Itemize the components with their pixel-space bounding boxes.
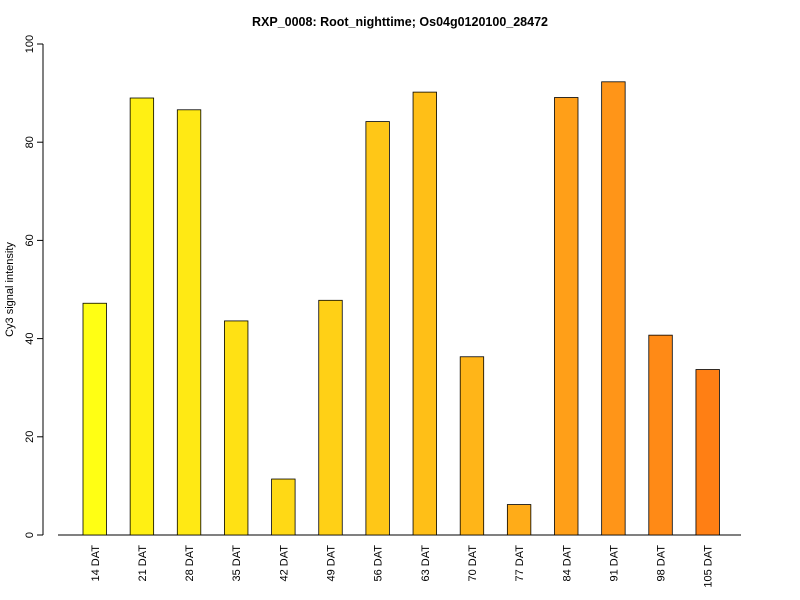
y-tick-label: 100: [24, 35, 36, 53]
y-tick-label: 0: [24, 532, 36, 538]
bar: [459, 356, 485, 536]
chart-title: RXP_0008: Root_nighttime; Os04g0120100_2…: [252, 15, 548, 29]
bar: [506, 504, 532, 536]
x-tick-label: 35 DAT: [231, 545, 243, 582]
bar: [601, 81, 626, 536]
y-tick-label: 20: [24, 431, 36, 443]
bar: [176, 109, 202, 536]
bar: [554, 97, 579, 536]
x-tick-label: 42 DAT: [278, 545, 290, 582]
y-axis: 0 20 40 60 80 100: [24, 35, 44, 538]
bar: [129, 97, 155, 536]
bar: [271, 478, 296, 536]
y-tick-label: 40: [24, 332, 36, 344]
x-tick-label: 77 DAT: [514, 545, 526, 582]
bar: [318, 299, 343, 536]
x-tick-label: 56 DAT: [373, 545, 385, 582]
x-tick-label: 98 DAT: [656, 545, 668, 582]
x-tick-label: 91 DAT: [608, 545, 620, 582]
x-tick-labels: 14 DAT 21 DAT 28 DAT 35 DAT 42 DAT 49 DAT 56 D…: [90, 545, 715, 588]
y-tick-label: 60: [24, 234, 36, 246]
x-tick-label: 28 DAT: [184, 545, 196, 582]
bar: [648, 334, 673, 536]
x-tick-label: 105 DAT: [703, 545, 715, 588]
x-tick-label: 70 DAT: [467, 545, 479, 582]
x-tick-label: 21 DAT: [137, 545, 149, 582]
bar: [412, 91, 437, 536]
bars-group: [82, 81, 720, 536]
bar: [365, 121, 390, 536]
y-tick-label: 80: [24, 136, 36, 148]
bar: [695, 369, 720, 536]
y-axis-title: Cy3 signal intensity: [4, 242, 16, 337]
x-tick-label: 49 DAT: [326, 545, 338, 582]
x-tick-label: 14 DAT: [90, 545, 102, 582]
x-tick-label: 63 DAT: [420, 545, 432, 582]
bar: [82, 302, 107, 536]
bar: [224, 320, 249, 536]
x-tick-label: 84 DAT: [561, 545, 573, 582]
